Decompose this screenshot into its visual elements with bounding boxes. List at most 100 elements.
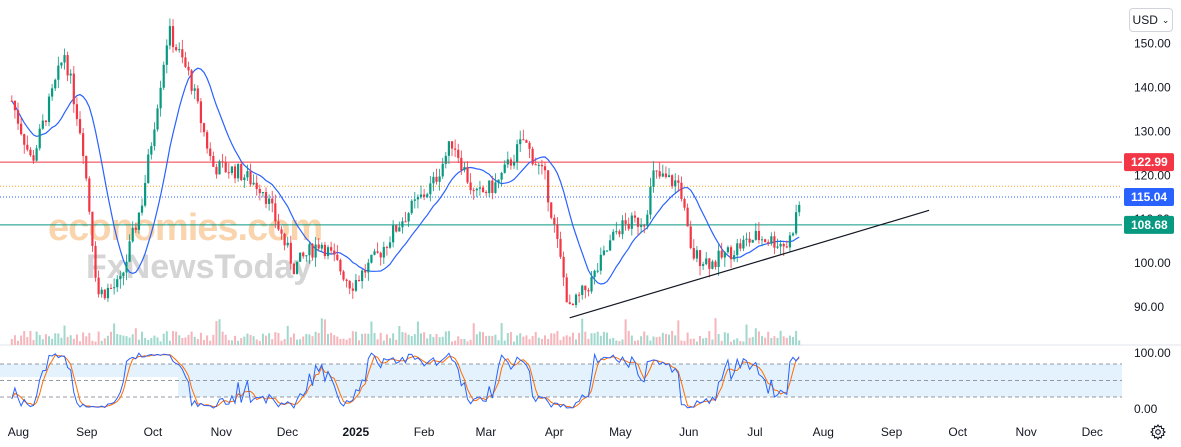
volume-bar [382,340,385,345]
volume-bar [522,336,525,345]
volume-bar [289,337,292,345]
volume-bar [754,328,757,345]
volume-bar [23,331,26,345]
volume-bar [361,333,364,345]
price-axis: 90.00100.00110.00120.00130.00140.00150.0… [1134,37,1171,416]
volume-bar [745,324,748,345]
candle [720,242,723,260]
candle [680,176,683,202]
volume-bar [463,338,466,345]
candle [454,139,457,158]
candle [175,44,178,52]
volume-bar [190,331,193,345]
volume-bar [708,331,711,345]
volume-bar [162,333,165,345]
volume-bar [110,331,113,345]
volume-bar [261,333,264,345]
support-trendline[interactable] [569,209,930,319]
currency-select[interactable]: USD ⌄ [1129,8,1173,32]
candle [342,270,345,282]
ma-line [11,67,800,285]
volume-bar [178,335,181,345]
stochastic-lines [11,352,800,409]
candle [184,51,187,69]
volume-bar [159,341,162,345]
price-tag: 122.99 [1124,153,1174,172]
volume-bar [308,334,311,345]
candle [618,229,621,238]
candle [646,209,649,230]
candle [119,270,122,289]
candle [233,163,237,184]
volume-bar [128,337,131,345]
volume-bar [404,332,407,345]
candle [401,217,404,234]
candle [419,185,423,199]
volume-bar [252,336,255,345]
candle [726,245,730,254]
candle [729,245,733,269]
volume-bar [671,330,674,345]
volume-bar [29,330,32,345]
volume-bar [785,337,788,345]
candle [357,275,361,282]
volume-bar [131,334,134,345]
volume-bar [240,338,243,345]
candle [29,146,32,157]
candle [547,170,550,212]
volume-bar [41,339,44,345]
volume-bar [764,337,767,345]
time-tick-label: Aug [813,425,834,439]
candle [23,133,26,154]
volume-bar [311,336,314,345]
candle [509,157,513,170]
candle [534,157,537,166]
candle [593,269,596,285]
candle [131,221,134,243]
candle [13,100,17,119]
candle [540,159,544,175]
candle [144,175,147,208]
volume-bar [469,339,472,345]
volume-bar [658,336,661,345]
volume-bar [646,335,649,345]
volume-bar [57,333,60,345]
volume-bar [578,332,581,345]
candle [689,220,692,250]
candle [277,213,280,232]
volume-bar [531,336,534,345]
volume-bar [599,335,602,345]
volume-bar [482,332,485,345]
candle [392,220,395,248]
settings-button[interactable] [1149,423,1167,441]
volume-bar [683,340,686,345]
volume-bar [602,331,605,345]
time-tick-label: Oct [948,425,967,439]
volume-bar [668,334,671,345]
volume-bar [736,338,739,345]
volume-bar [726,333,729,345]
candle [82,128,85,164]
volume-bar [292,333,295,345]
volume-bar [398,325,401,345]
time-tick-label: Aug [8,425,29,439]
volume-bar [637,340,640,345]
candle [215,163,218,179]
volume-bar [488,335,491,345]
volume-bar [556,331,559,345]
candle [156,104,159,132]
candle [190,68,193,95]
volume-bar [153,335,156,345]
candle [466,161,469,184]
volume-bar [525,335,528,345]
volume-bar [500,323,503,345]
volume-bar [491,336,494,345]
candle [240,160,243,182]
candle [633,210,637,223]
candle [578,292,581,303]
time-tick-label: Oct [144,425,163,439]
volume-bar [38,335,41,345]
candle [760,236,764,247]
candle [193,84,196,100]
